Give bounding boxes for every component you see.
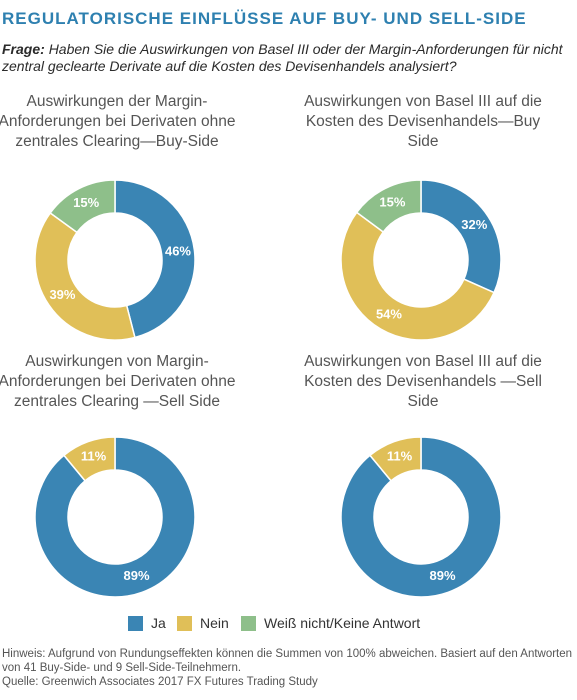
legend-item-weiss-nicht: Weiß nicht/Keine Antwort (241, 615, 420, 631)
slice-ja (340, 436, 502, 598)
data-label-ja: 46% (165, 243, 191, 258)
data-label-nein: 11% (81, 449, 107, 464)
slice-weiss-nicht-keine-antwort (355, 179, 422, 234)
legend-label-nein: Nein (200, 615, 229, 631)
page-title: REGULATORISCHE EINFLÜSSE AUF BUY- UND SE… (2, 9, 527, 28)
slice-nein (62, 436, 116, 482)
legend-item-ja: Ja (128, 615, 166, 631)
chart-title-basel-sell-side: Auswirkungen von Basel III auf die Koste… (304, 353, 542, 410)
legend-swatch-nein (177, 615, 192, 631)
slice-nein (368, 436, 422, 482)
legend-label-ja: Ja (151, 615, 166, 631)
chart-title-margin-buy-side: Auswirkungen der Margin-Anforderungen be… (0, 93, 236, 150)
slice-weiss-nicht-keine-antwort (49, 179, 116, 234)
survey-question: Frage: Haben Sie die Auswirkungen von Ba… (2, 41, 574, 75)
donut-chart-basel-buy-side: 32% 54% 15% (340, 179, 502, 341)
question-label: Frage: (2, 41, 45, 57)
footer-notes: Hinweis: Aufgrund von Rundungseffekten k… (2, 647, 574, 689)
footer-note: Hinweis: Aufgrund von Rundungseffekten k… (2, 648, 573, 674)
question-text: Haben Sie die Auswirkungen von Basel III… (2, 41, 563, 74)
donut-chart-margin-buy-side: 46% 39% 15% (34, 179, 196, 341)
donut-chart-basel-sell-side: 89% 11% (340, 436, 502, 598)
data-label-weiss-nicht-keine-antwort: 15% (379, 195, 405, 210)
chart-title-basel-buy-side: Auswirkungen von Basel III auf die Koste… (304, 93, 542, 150)
slice-ja (420, 179, 502, 294)
legend-label-weiss-nicht: Weiß nicht/Keine Antwort (264, 615, 421, 631)
donut-chart-margin-sell-side: 89% 11% (34, 436, 196, 598)
data-label-nein: 11% (387, 449, 413, 464)
slice-nein (340, 211, 496, 341)
data-label-nein: 39% (49, 287, 75, 302)
data-label-ja: 89% (123, 568, 149, 583)
legend-swatch-ja (128, 615, 143, 631)
legend-item-nein: Nein (177, 615, 229, 631)
slice-nein (34, 211, 136, 341)
footer-source: Quelle: Greenwich Associates 2017 FX Fut… (2, 676, 318, 688)
slice-ja (114, 179, 196, 339)
chart-legend: Ja Nein Weiß nicht/Keine Antwort (0, 615, 577, 637)
legend-swatch-weiss-nicht (241, 615, 256, 631)
data-label-weiss-nicht-keine-antwort: 15% (73, 195, 99, 210)
data-label-ja: 32% (461, 217, 487, 232)
data-label-ja: 89% (429, 568, 455, 583)
slice-ja (34, 436, 196, 598)
data-label-nein: 54% (376, 306, 402, 321)
chart-title-margin-sell-side: Auswirkungen von Margin-Anforderungen be… (0, 353, 236, 410)
